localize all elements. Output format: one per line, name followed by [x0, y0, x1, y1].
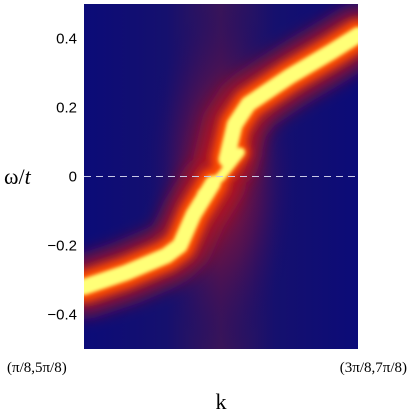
band-upper: [218, 27, 358, 168]
y-axis-label-main: ω/: [4, 164, 25, 189]
y-axis-ticks: 0.4 0.2 0 −0.2 −0.4: [47, 31, 77, 324]
y-tick-label: −0.2: [47, 238, 77, 255]
x-tick-label-right: (3π/8,7π/8): [340, 360, 407, 376]
y-tick-label: 0.4: [56, 31, 77, 48]
y-tick-label: 0: [69, 169, 77, 186]
x-tick-label-left: (π/8,5π/8): [7, 360, 67, 376]
y-axis-label-italic: t: [25, 164, 32, 189]
y-tick-label: 0.2: [56, 100, 77, 117]
x-axis-label: k: [216, 389, 227, 414]
band-lower: [84, 175, 221, 295]
y-tick-label: −0.4: [47, 307, 77, 324]
y-axis-label: ω/t: [4, 164, 32, 189]
plot-area: [84, 4, 358, 349]
